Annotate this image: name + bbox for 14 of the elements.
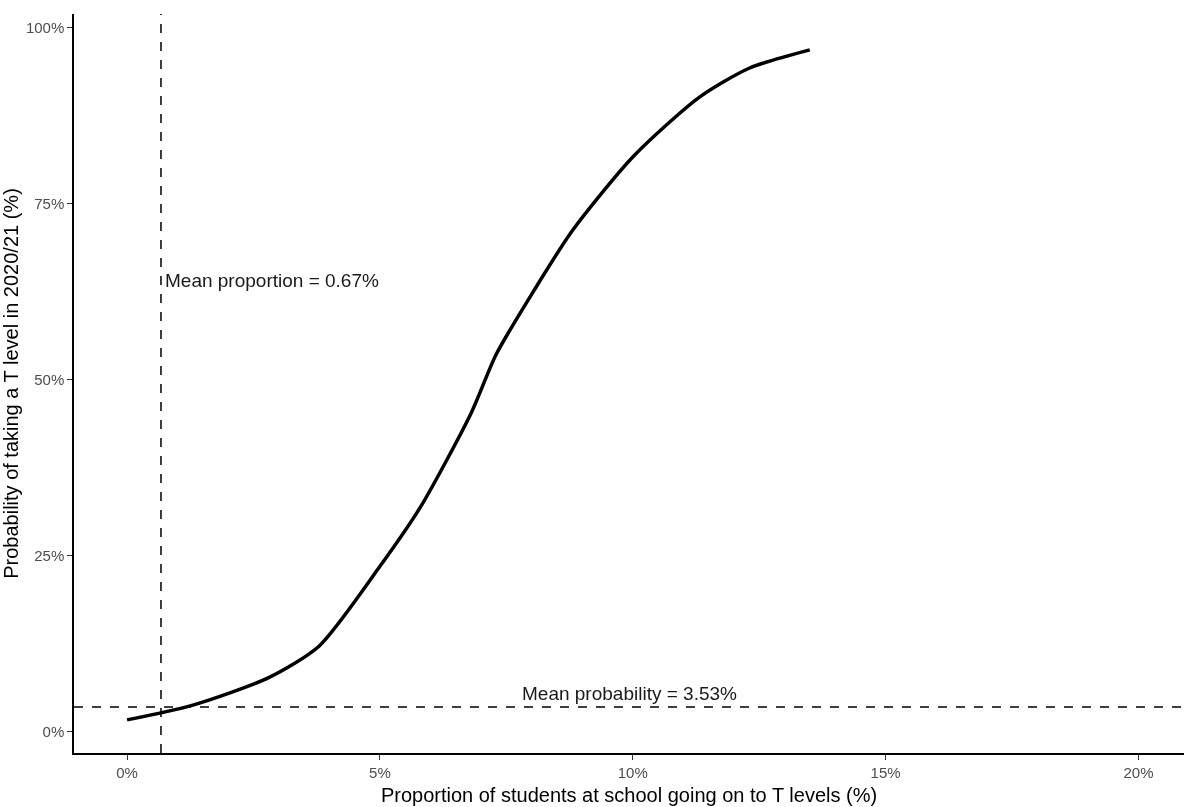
y-tick-label: 25% [34,547,65,564]
x-tick-label: 5% [369,763,391,781]
y-axis-title: Probability of taking a T level in 2020/21 (%) [0,188,22,579]
y-tick-label: 100% [25,18,65,36]
x-tick-label: 20% [1123,763,1154,781]
y-tick-label: 0% [42,723,65,741]
x-tick-label: 15% [870,763,901,781]
x-tick-label: 0% [116,763,138,781]
ref-line-label: Mean probability = 3.53% [522,683,738,704]
ref-line-label: Mean proportion = 0.67% [165,270,379,291]
x-axis-title: Proportion of students at school going on to T levels (%) [380,783,878,806]
y-tick-label: 75% [34,194,65,212]
y-tick-label: 50% [34,370,65,388]
x-tick-label: 10% [617,763,648,781]
